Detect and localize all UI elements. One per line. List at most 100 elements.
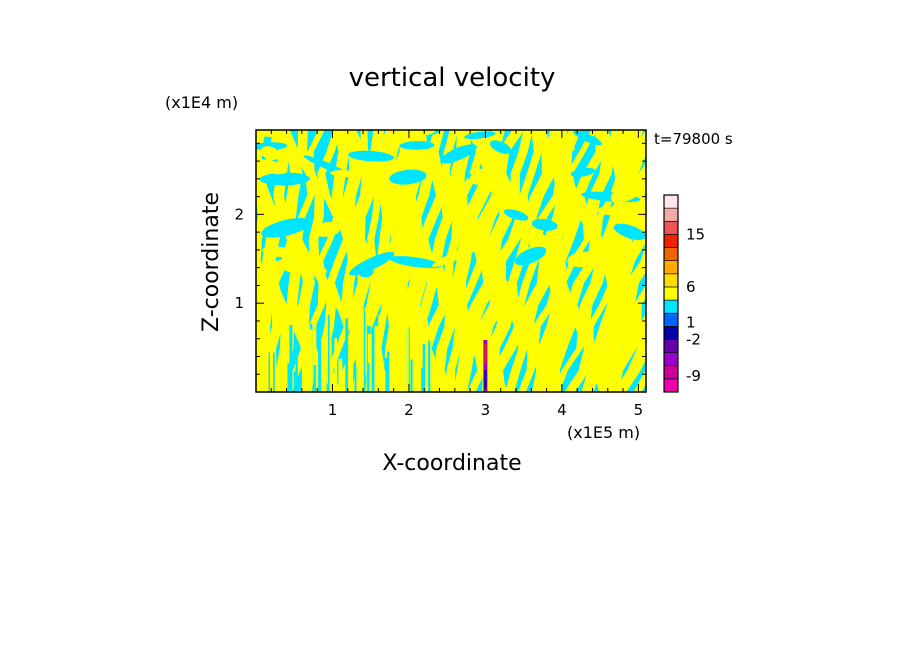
velocity-field [256,130,646,392]
updraft-band [297,130,342,392]
surface-streak [389,323,393,392]
surface-streak [338,358,343,392]
wave-patch [256,142,288,151]
wave-patch [610,183,643,203]
wave-patch [531,218,558,231]
surface-streak [289,363,292,392]
colorbar-level [663,273,679,288]
surface-streak [281,320,285,392]
surface-streak [367,363,370,392]
wave-patch [389,169,427,185]
colorbar-level [663,352,679,367]
wave-patch [399,141,435,150]
wave-patch [431,241,486,268]
wave-patch [597,206,626,216]
surface-streak [394,368,397,392]
y-tick-label: 2 [234,205,244,223]
wave-patch [349,251,395,276]
wave-patch [545,143,575,154]
wave-patch [348,150,395,162]
surface-streak [264,330,268,392]
plot-frame [255,129,647,393]
wave-patch [469,167,496,185]
surface-streak [318,340,322,392]
surface-streak [261,333,265,392]
wave-patch [261,217,312,238]
colorbar-level [663,247,679,261]
wave-patch [259,172,310,186]
colorbar-level [663,312,679,327]
surface-streak [287,363,291,392]
x-tick-label: 1 [328,401,338,419]
axes: 1 2 3 4 5 1 2 [234,130,646,419]
wave-patch [313,221,341,237]
surface-streak [289,324,293,392]
surface-streak [301,310,306,392]
surface-streak [387,351,390,392]
surface-streak [309,329,313,392]
surface-streak [374,326,379,392]
surface-streak [363,311,366,392]
wave-patch [262,246,305,258]
convective-core [483,340,488,392]
surface-streak [270,352,273,392]
colorbar-level [663,194,679,209]
time-label: t=79800 s [654,130,733,148]
wave-patch [276,258,327,277]
surface-streak [422,344,426,392]
x-axis-label: X-coordinate [382,451,521,476]
surface-streak [313,365,316,392]
wave-patch [256,159,287,175]
x-tick-label: 3 [481,401,491,419]
x-tick-label: 2 [404,401,414,419]
convective-core-downdraft [484,370,487,388]
surface-streak [410,359,413,392]
x-unit-label: (x1E5 m) [567,423,640,442]
colorbar-level [663,299,679,314]
surface-streak [427,340,431,392]
updraft-band [564,130,607,392]
surface-streak [268,352,271,392]
updraft-band [462,130,500,392]
surface-streak [367,333,372,392]
surface-streak [378,314,382,392]
surface-streak [406,325,409,392]
colorbar-level [663,207,679,222]
x-tick-label: 4 [557,401,567,419]
colorbar-level [663,378,679,393]
wave-patch [514,246,547,266]
wave-patch [567,251,598,268]
surface-streak [328,339,332,392]
surface-streak [384,357,388,392]
colorbar-level [663,365,679,380]
convective-core-peak [484,344,487,364]
surface-streak [314,320,317,392]
surface-streak [293,371,297,392]
colorbar-level [663,234,679,248]
x-tick-label: 5 [634,401,644,419]
wave-patch [489,140,512,154]
y-axis-label: Z-coordinate [199,192,224,332]
wave-patch [440,144,477,164]
wave-patch [260,146,280,161]
surface-streak [371,327,375,392]
updraft-band [360,130,393,392]
wave-patch [613,223,646,240]
y-unit-label: (x1E4 m) [165,93,238,112]
colorbar-tick-label: 6 [686,278,696,296]
updraft-band [307,130,350,392]
surface-streak [334,338,338,392]
surface-streak [402,328,406,392]
chart-title: vertical velocity [349,63,556,93]
surface-streak [421,367,424,392]
updraft-band [338,130,380,392]
wave-patch [464,131,496,139]
wave-patch [330,170,359,178]
updraft-band [638,313,646,357]
colorbar-level [663,220,679,235]
surface-streak [258,366,262,392]
surface-streak [328,314,330,392]
surface-streak [320,359,325,392]
surface-streak [381,369,386,392]
